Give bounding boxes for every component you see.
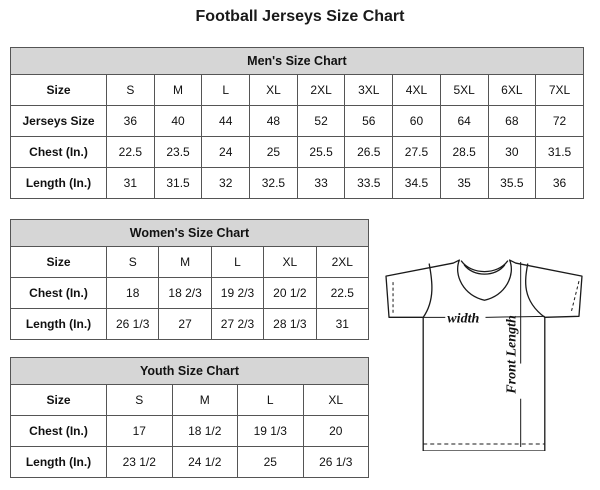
svg-text:width: width	[447, 310, 479, 326]
svg-text:Front Length: Front Length	[504, 315, 520, 395]
